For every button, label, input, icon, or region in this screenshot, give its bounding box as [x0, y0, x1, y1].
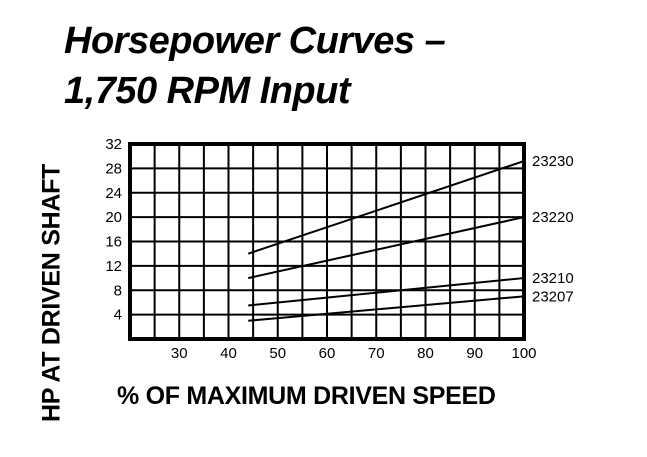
series-label-23220: 23220: [532, 209, 574, 226]
x-tick-70: 70: [368, 345, 385, 362]
y-tick-4: 4: [114, 307, 122, 324]
y-tick-8: 8: [114, 282, 122, 299]
x-tick-40: 40: [220, 345, 237, 362]
grid-lines: [130, 144, 524, 339]
chart-title-line-2: 1,750 RPM Input: [64, 70, 351, 112]
x-tick-30: 30: [171, 345, 188, 362]
series-line-23210: [248, 277, 525, 307]
series-line-23207: [248, 295, 525, 322]
plot-frame: [128, 142, 526, 341]
series-lines: [247, 160, 525, 322]
x-tick-50: 50: [269, 345, 286, 362]
x-tick-60: 60: [319, 345, 336, 362]
series-line-23230: [247, 160, 525, 255]
y-tick-32: 32: [105, 136, 122, 153]
y-tick-28: 28: [105, 160, 122, 177]
chart-title-line-1: Horsepower Curves –: [64, 20, 446, 62]
series-label-23230: 23230: [532, 153, 574, 170]
x-tick-80: 80: [417, 345, 434, 362]
series-label-23210: 23210: [532, 270, 574, 287]
y-tick-labels: 4 8 12 16 20 24 28 32: [105, 136, 122, 324]
y-tick-20: 20: [105, 209, 122, 226]
series-label-23207: 23207: [532, 288, 574, 305]
x-tick-90: 90: [466, 345, 483, 362]
y-axis-label: HP AT DRIVEN SHAFT: [37, 163, 66, 423]
x-tick-labels: 30 40 50 60 70 80 90 100: [171, 345, 537, 362]
y-tick-24: 24: [105, 185, 122, 202]
y-tick-12: 12: [105, 258, 122, 275]
x-tick-100: 100: [511, 345, 536, 362]
y-tick-16: 16: [105, 234, 122, 251]
x-axis-label: % OF MAXIMUM DRIVEN SPEED: [117, 382, 496, 410]
series-line-23220: [247, 216, 525, 280]
